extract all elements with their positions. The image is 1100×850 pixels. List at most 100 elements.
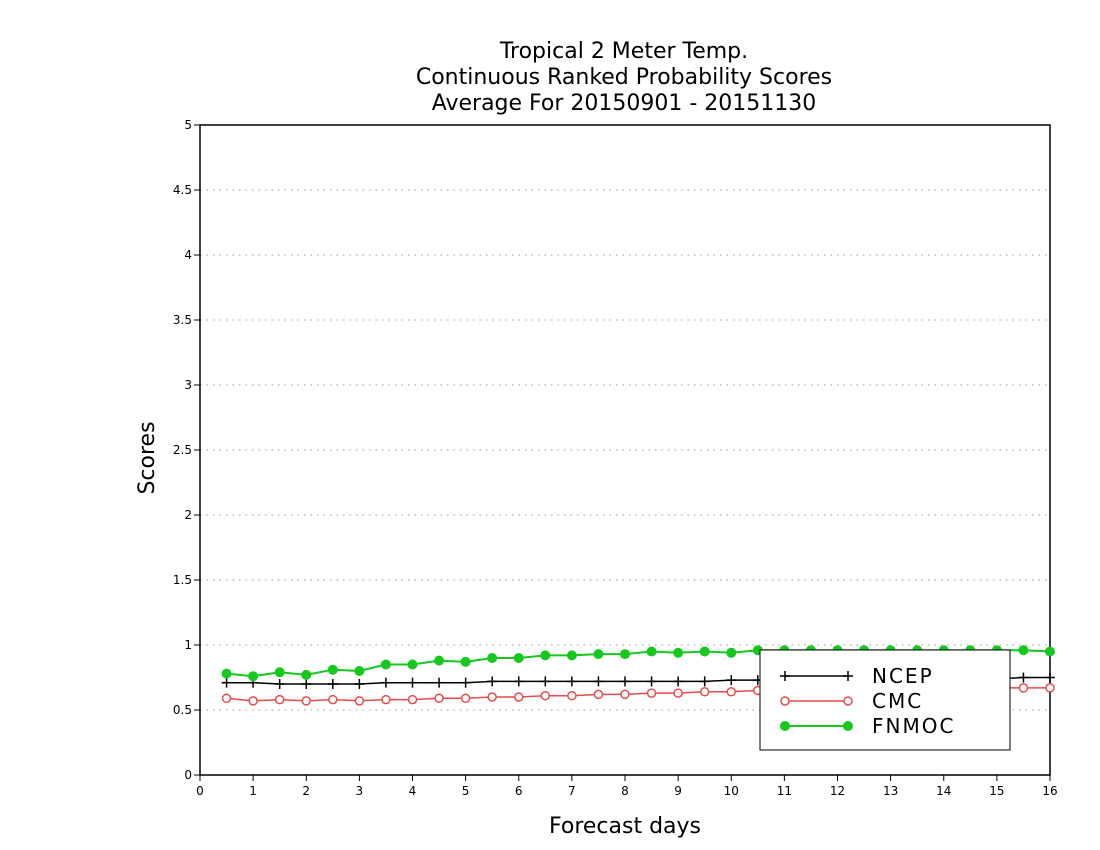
point-cmc-12	[540, 690, 551, 701]
point-ncep-2	[274, 679, 285, 689]
y-tick-label-3: 1.5	[173, 573, 192, 587]
x-tick-label-2: 2	[302, 784, 310, 798]
gridlines	[200, 189, 1050, 711]
point-fnmoc-13	[566, 650, 577, 661]
point-fnmoc-6	[380, 659, 391, 670]
legend-marker-end-ncep	[843, 671, 853, 681]
point-ncep-12	[540, 676, 551, 687]
point-cmc-18	[699, 687, 710, 697]
point-fnmoc-19	[726, 647, 737, 658]
point-cmc-0	[221, 693, 232, 704]
x-tick-label-3: 3	[356, 784, 364, 798]
point-ncep-7	[407, 677, 418, 688]
legend-label-cmc: CMC	[872, 689, 923, 713]
point-cmc-31	[1045, 683, 1055, 693]
x-tick-label-14: 14	[936, 784, 951, 798]
point-ncep-18	[699, 676, 710, 687]
x-tick-label-16: 16	[1042, 784, 1057, 798]
point-ncep-3	[301, 679, 312, 689]
x-axis-label: Forecast days	[549, 814, 701, 839]
x-tick-label-0: 0	[196, 784, 204, 798]
x-axis-ticks: 0 1 2 3 4 5 6 7 8 9 10 11 12 13 14 15 16	[196, 775, 1058, 798]
point-fnmoc-8	[434, 655, 445, 666]
legend-label-ncep: NCEP	[872, 664, 934, 688]
point-fnmoc-14	[593, 649, 604, 660]
point-cmc-7	[407, 694, 418, 705]
point-cmc-11	[514, 692, 524, 702]
point-cmc-1	[248, 696, 258, 706]
legend-box	[759, 649, 1011, 751]
title-line-2: Continuous Ranked Probability Scores	[416, 65, 832, 90]
legend-item-ncep: NCEP	[780, 664, 934, 688]
y-tick-label-5: 2.5	[173, 443, 192, 457]
x-tick-label-5: 5	[462, 784, 470, 798]
y-tick-label-6: 3	[184, 378, 192, 392]
point-cmc-17	[673, 688, 683, 698]
x-tick-label-1: 1	[249, 784, 257, 798]
point-ncep-6	[380, 677, 391, 688]
point-ncep-31	[1045, 672, 1055, 683]
point-cmc-15	[620, 689, 630, 700]
y-axis-label: Scores	[135, 421, 160, 494]
point-fnmoc-4	[327, 664, 338, 675]
point-fnmoc-15	[620, 649, 630, 660]
point-cmc-4	[328, 694, 338, 705]
point-cmc-2	[274, 694, 285, 705]
y-tick-label-2: 1	[184, 638, 192, 652]
y-tick-label-9: 4.5	[173, 183, 192, 197]
point-cmc-10	[487, 692, 497, 702]
x-tick-label-8: 8	[621, 784, 629, 798]
point-fnmoc-16	[646, 646, 657, 657]
point-ncep-19	[726, 675, 737, 686]
point-fnmoc-12	[540, 650, 551, 661]
point-ncep-5	[354, 679, 365, 689]
y-tick-label-7: 3.5	[173, 313, 192, 327]
point-fnmoc-30	[1018, 645, 1029, 656]
x-tick-label-4: 4	[409, 784, 417, 798]
legend-marker-start-fnmoc	[780, 721, 790, 731]
title-line-3: Average For 20150901 - 20151130	[432, 91, 817, 116]
point-ncep-14	[593, 676, 604, 687]
point-cmc-9	[460, 693, 471, 704]
y-tick-label-0: 0	[184, 768, 192, 782]
point-ncep-10	[487, 676, 498, 687]
point-fnmoc-7	[407, 659, 418, 670]
point-ncep-0	[221, 677, 232, 688]
y-tick-label-8: 4	[184, 248, 192, 262]
point-ncep-30	[1018, 672, 1029, 683]
point-cmc-13	[567, 690, 577, 701]
x-tick-label-12: 12	[830, 784, 845, 798]
point-cmc-6	[381, 694, 391, 705]
point-fnmoc-11	[513, 653, 524, 663]
point-fnmoc-2	[274, 667, 285, 678]
x-tick-label-10: 10	[724, 784, 739, 798]
point-cmc-19	[726, 687, 736, 697]
point-ncep-11	[513, 676, 524, 687]
legend-marker-end-fnmoc	[843, 721, 853, 731]
point-cmc-8	[434, 693, 444, 704]
point-fnmoc-1	[248, 671, 259, 682]
point-fnmoc-0	[221, 668, 232, 679]
point-fnmoc-5	[354, 666, 365, 676]
point-ncep-17	[673, 676, 684, 687]
y-tick-label-1: 0.5	[173, 703, 192, 717]
x-tick-label-13: 13	[883, 784, 898, 798]
point-fnmoc-18	[699, 646, 710, 657]
point-cmc-3	[301, 696, 311, 706]
point-fnmoc-17	[673, 647, 684, 658]
legend-marker-start-ncep	[780, 671, 790, 681]
y-axis-ticks: 0 0.5 1 1.5 2 2.5 3 3.5 4 4.5 5	[173, 118, 200, 782]
x-tick-label-9: 9	[674, 784, 682, 798]
point-cmc-14	[593, 689, 604, 700]
x-tick-label-6: 6	[515, 784, 523, 798]
legend-item-fnmoc: FNMOC	[780, 714, 953, 738]
x-tick-label-15: 15	[989, 784, 1004, 798]
point-fnmoc-3	[301, 669, 312, 680]
point-fnmoc-10	[487, 653, 498, 663]
point-ncep-15	[620, 676, 630, 687]
y-tick-label-4: 2	[184, 508, 192, 522]
point-fnmoc-31	[1045, 646, 1055, 657]
